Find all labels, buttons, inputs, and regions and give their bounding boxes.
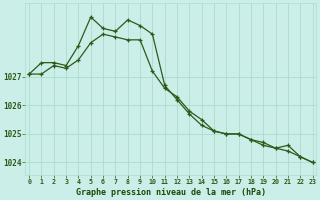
X-axis label: Graphe pression niveau de la mer (hPa): Graphe pression niveau de la mer (hPa) (76, 188, 266, 197)
